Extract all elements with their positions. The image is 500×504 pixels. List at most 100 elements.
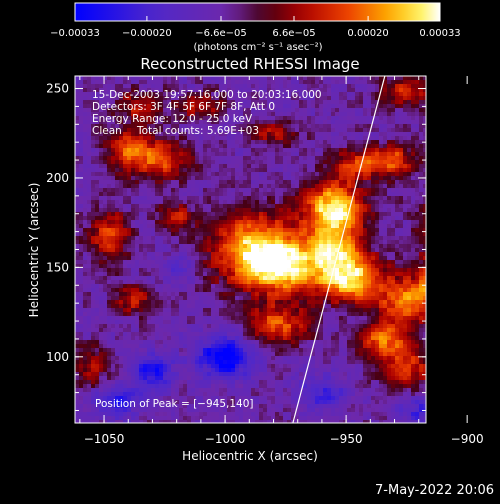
heatmap-cell [391, 128, 396, 133]
heatmap-cell [123, 188, 128, 193]
heatmap-cell [147, 248, 152, 253]
heatmap-cell [407, 224, 412, 229]
heatmap-cell [195, 260, 200, 265]
heatmap-cell [103, 192, 108, 197]
heatmap-cell [175, 248, 180, 253]
heatmap-cell [295, 116, 300, 121]
heatmap-cell [339, 168, 344, 173]
heatmap-cell [423, 172, 428, 177]
heatmap-cell [75, 260, 80, 265]
heatmap-cell [131, 140, 136, 145]
heatmap-cell [111, 236, 116, 241]
heatmap-cell [239, 192, 244, 197]
heatmap-cell [403, 84, 408, 89]
heatmap-cell [271, 292, 276, 297]
heatmap-cell [127, 172, 132, 177]
heatmap-cell [279, 252, 284, 257]
heatmap-cell [251, 84, 256, 89]
heatmap-cell [83, 272, 88, 277]
heatmap-cell [231, 256, 236, 261]
heatmap-cell [343, 96, 348, 101]
heatmap-cell [347, 172, 352, 177]
heatmap-cell [183, 236, 188, 241]
heatmap-cell [291, 212, 296, 217]
heatmap-cell [111, 268, 116, 273]
heatmap-cell [207, 272, 212, 277]
heatmap-cell [351, 168, 356, 173]
heatmap-cell [91, 264, 96, 269]
heatmap-cell [79, 292, 84, 297]
heatmap-cell [251, 180, 256, 185]
heatmap-cell [91, 300, 96, 305]
heatmap-cell [415, 92, 420, 97]
heatmap-cell [331, 124, 336, 129]
heatmap-cell [259, 180, 264, 185]
heatmap-cell [371, 220, 376, 225]
heatmap-cell [279, 144, 284, 149]
heatmap-cell [387, 240, 392, 245]
heatmap-cell [263, 76, 268, 81]
heatmap-cell [391, 216, 396, 221]
heatmap-cell [403, 212, 408, 217]
heatmap-cell [203, 164, 208, 169]
heatmap-cell [83, 156, 88, 161]
heatmap-cell [147, 196, 152, 201]
heatmap-cell [319, 172, 324, 177]
heatmap-cell [295, 132, 300, 137]
heatmap-cell [187, 228, 192, 233]
heatmap-cell [83, 164, 88, 169]
heatmap-cell [343, 204, 348, 209]
heatmap-cell [407, 228, 412, 233]
heatmap-cell [343, 284, 348, 289]
heatmap-cell [115, 76, 120, 81]
heatmap-cell [247, 228, 252, 233]
heatmap-cell [207, 288, 212, 293]
heatmap-cell [211, 240, 216, 245]
heatmap-cell [423, 112, 428, 117]
heatmap-cell [283, 228, 288, 233]
heatmap-cell [391, 88, 396, 93]
heatmap-cell [127, 228, 132, 233]
heatmap-cell [147, 148, 152, 153]
heatmap-cell [307, 120, 312, 125]
heatmap-cell [399, 100, 404, 105]
heatmap-cell [231, 292, 236, 297]
heatmap-cell [299, 244, 304, 249]
heatmap-cell [75, 160, 80, 165]
heatmap-cell [211, 256, 216, 261]
heatmap-cell [331, 204, 336, 209]
heatmap-cell [383, 176, 388, 181]
heatmap-cell [251, 160, 256, 165]
heatmap-cell [231, 296, 236, 301]
heatmap-cell [147, 220, 152, 225]
heatmap-cell [335, 132, 340, 137]
heatmap-cell [319, 156, 324, 161]
heatmap-cell [95, 184, 100, 189]
heatmap-cell [403, 112, 408, 117]
heatmap-cell [295, 80, 300, 85]
heatmap-cell [311, 292, 316, 297]
heatmap-cell [307, 228, 312, 233]
heatmap-cell [291, 120, 296, 125]
heatmap-cell [371, 192, 376, 197]
heatmap-cell [423, 292, 428, 297]
heatmap-cell [327, 260, 332, 265]
heatmap-cell [211, 220, 216, 225]
heatmap-cell [391, 228, 396, 233]
heatmap-cell [287, 280, 292, 285]
heatmap-cell [295, 128, 300, 133]
heatmap-cell [363, 96, 368, 101]
heatmap-cell [351, 84, 356, 89]
heatmap-cell [339, 148, 344, 153]
heatmap-cell [331, 156, 336, 161]
heatmap-cell [319, 284, 324, 289]
heatmap-cell [223, 296, 228, 301]
heatmap-cell [279, 264, 284, 269]
heatmap-cell [99, 80, 104, 85]
heatmap-cell [279, 80, 284, 85]
heatmap-cell [419, 108, 424, 113]
heatmap-cell [323, 172, 328, 177]
heatmap-cell [407, 288, 412, 293]
heatmap-cell [407, 196, 412, 201]
heatmap-cell [419, 256, 424, 261]
